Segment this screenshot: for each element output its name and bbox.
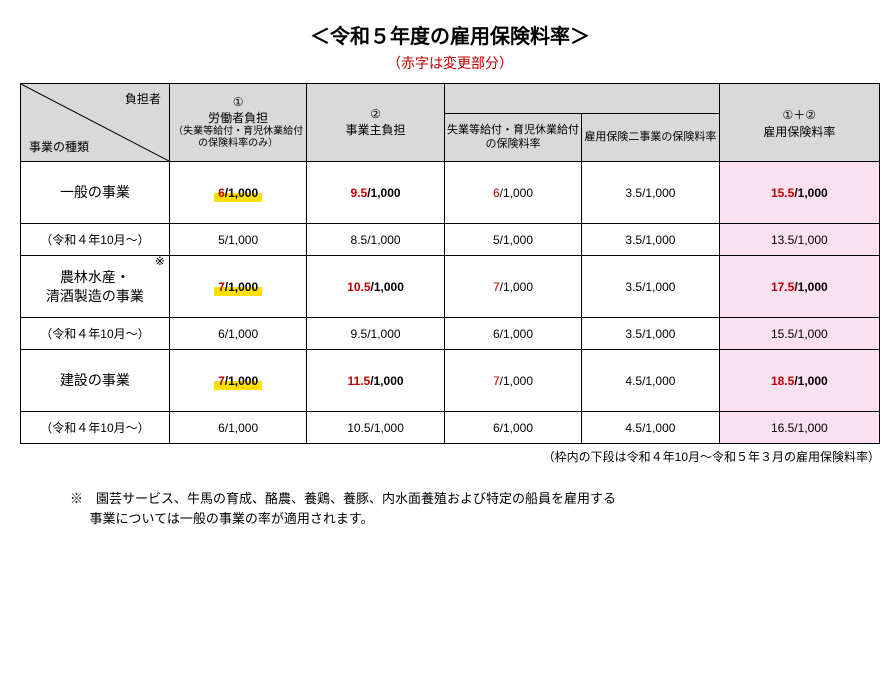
sub-value: 15.5/1,000 xyxy=(719,318,879,350)
table-row-sub: （令和４年10月～） 6/1,000 10.5/1,000 6/1,000 4.… xyxy=(21,412,880,444)
sub-value: 10.5/1,000 xyxy=(307,412,444,444)
value-cell: 17.5/1,000 xyxy=(719,256,879,318)
sub-value: 5/1,000 xyxy=(444,224,581,256)
value-cell: 3.5/1,000 xyxy=(582,162,719,224)
category-cell: ※ 農林水産・清酒製造の事業 xyxy=(21,256,170,318)
header-col6: ①＋② 雇用保険料率 xyxy=(719,84,879,162)
value-cell: 7/1,000 xyxy=(169,350,306,412)
value-cell: 9.5/1,000 xyxy=(307,162,444,224)
sub-value: 8.5/1,000 xyxy=(307,224,444,256)
header-row-1: 負担者 事業の種類 ① 労働者負担 （失業等給付・育児休業給付の保険料率のみ） … xyxy=(21,84,880,114)
sub-label: （令和４年10月～） xyxy=(21,318,170,350)
sub-value: 6/1,000 xyxy=(169,318,306,350)
sub-value: 6/1,000 xyxy=(169,412,306,444)
value-cell: 10.5/1,000 xyxy=(307,256,444,318)
diag-bottom-label: 事業の種類 xyxy=(29,138,89,155)
header-col45-blank xyxy=(444,84,719,114)
sub-value: 3.5/1,000 xyxy=(582,318,719,350)
category-cell: 一般の事業 xyxy=(21,162,170,224)
category-cell: 建設の事業 xyxy=(21,350,170,412)
value-cell: 7/1,000 xyxy=(444,350,581,412)
table-row: ※ 農林水産・清酒製造の事業 7/1,000 10.5/1,000 7/1,00… xyxy=(21,256,880,318)
sub-value: 5/1,000 xyxy=(169,224,306,256)
sub-label: （令和４年10月～） xyxy=(21,412,170,444)
sub-value: 6/1,000 xyxy=(444,318,581,350)
sub-value: 9.5/1,000 xyxy=(307,318,444,350)
sub-value: 13.5/1,000 xyxy=(719,224,879,256)
asterisk-note: ※ 園芸サービス、牛馬の育成、酪農、養鶏、養豚、内水面養殖および特定の船員を雇用… xyxy=(70,489,880,528)
header-col3: ② 事業主負担 xyxy=(307,84,444,162)
table-row: 建設の事業 7/1,000 11.5/1,000 7/1,000 4.5/1,0… xyxy=(21,350,880,412)
page-subtitle: （赤字は変更部分） xyxy=(20,53,880,73)
sub-value: 6/1,000 xyxy=(444,412,581,444)
table-row: 一般の事業 6/1,000 9.5/1,000 6/1,000 3.5/1,00… xyxy=(21,162,880,224)
value-cell: 6/1,000 xyxy=(444,162,581,224)
sub-label: （令和４年10月～） xyxy=(21,224,170,256)
value-cell: 11.5/1,000 xyxy=(307,350,444,412)
value-cell: 7/1,000 xyxy=(169,256,306,318)
header-col4: 失業等給付・育児休業給付の保険料率 xyxy=(444,113,581,161)
sub-value: 3.5/1,000 xyxy=(582,224,719,256)
table-row-sub: （令和４年10月～） 5/1,000 8.5/1,000 5/1,000 3.5… xyxy=(21,224,880,256)
table-row-sub: （令和４年10月～） 6/1,000 9.5/1,000 6/1,000 3.5… xyxy=(21,318,880,350)
diag-top-label: 負担者 xyxy=(125,90,161,107)
table-footnote: （枠内の下段は令和４年10月～令和５年３月の雇用保険料率） xyxy=(20,448,880,465)
rate-table: 負担者 事業の種類 ① 労働者負担 （失業等給付・育児休業給付の保険料率のみ） … xyxy=(20,83,880,444)
header-col2: ① 労働者負担 （失業等給付・育児休業給付の保険料率のみ） xyxy=(169,84,306,162)
value-cell: 4.5/1,000 xyxy=(582,350,719,412)
value-cell: 7/1,000 xyxy=(444,256,581,318)
sub-value: 16.5/1,000 xyxy=(719,412,879,444)
value-cell: 18.5/1,000 xyxy=(719,350,879,412)
value-cell: 3.5/1,000 xyxy=(582,256,719,318)
sub-value: 4.5/1,000 xyxy=(582,412,719,444)
value-cell: 6/1,000 xyxy=(169,162,306,224)
diagonal-header: 負担者 事業の種類 xyxy=(21,84,170,162)
header-col5: 雇用保険二事業の保険料率 xyxy=(582,113,719,161)
value-cell: 15.5/1,000 xyxy=(719,162,879,224)
document-container: ＜令和５年度の雇用保険料率＞ （赤字は変更部分） 負担者 事業の種類 ① 労働者… xyxy=(20,20,880,528)
asterisk-mark: ※ xyxy=(155,254,165,270)
page-title: ＜令和５年度の雇用保険料率＞ xyxy=(20,20,880,49)
